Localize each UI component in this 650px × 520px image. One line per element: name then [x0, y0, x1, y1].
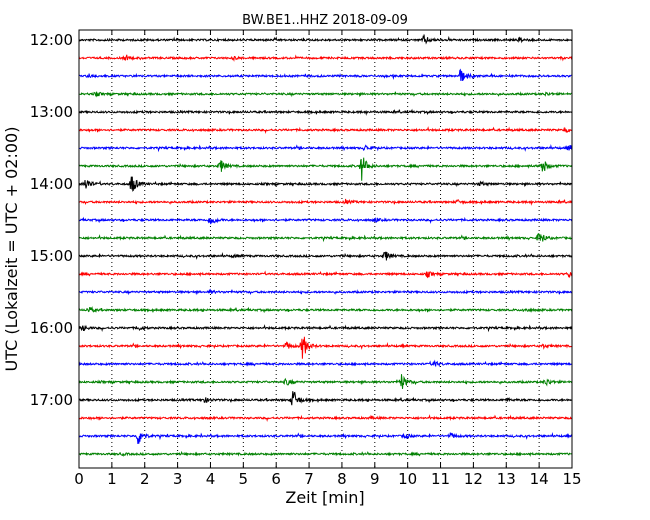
trace-1715	[78, 414, 573, 422]
x-tick-label: 6	[271, 470, 281, 488]
x-tick-label: 2	[140, 470, 150, 488]
x-tick-label: 11	[431, 470, 450, 488]
trace-1230	[78, 68, 573, 82]
trace-1500	[79, 251, 573, 261]
trace-1600	[78, 324, 572, 333]
trace-1330	[78, 144, 573, 153]
trace-1415	[78, 198, 572, 206]
x-tick-label: 1	[107, 470, 117, 488]
chart-title: BW.BE1..HHZ 2018-09-09	[242, 13, 408, 28]
trace-1345	[78, 157, 573, 181]
trace-group	[78, 34, 573, 457]
trace-1515	[78, 270, 573, 279]
y-tick-label: 15:00	[30, 247, 73, 265]
x-tick-label: 8	[337, 470, 347, 488]
plot-frame	[78, 29, 573, 469]
x-tick-label: 10	[398, 470, 417, 488]
y-tick-label: 17:00	[30, 391, 73, 409]
x-tick-label: 4	[206, 470, 216, 488]
x-tick-label: 15	[562, 470, 581, 488]
trace-1215	[78, 54, 573, 62]
x-axis-label: Zeit [min]	[285, 488, 364, 507]
y-axis: 12:00 13:00 14:00 15:00 16:00 17:00	[30, 31, 572, 409]
trace-1245	[78, 91, 573, 98]
x-tick-label: 7	[304, 470, 314, 488]
y-tick-label: 13:00	[30, 103, 73, 121]
x-tick-label: 13	[497, 470, 516, 488]
y-tick-label: 12:00	[30, 31, 73, 49]
x-tick-label: 5	[239, 470, 249, 488]
x-tick-label: 9	[370, 470, 380, 488]
y-tick-label: 16:00	[30, 319, 73, 337]
x-tick-label: 14	[530, 470, 549, 488]
trace-1315	[78, 126, 573, 134]
plot-area	[79, 30, 572, 468]
trace-1545	[78, 305, 573, 314]
trace-1745	[78, 450, 573, 457]
trace-1445	[79, 233, 573, 243]
trace-1200	[78, 34, 573, 45]
x-tick-label: 0	[74, 470, 84, 488]
trace-1645	[79, 374, 573, 389]
trace-1630	[78, 359, 573, 368]
trace-1700	[78, 391, 573, 406]
trace-1530	[78, 288, 573, 296]
x-tick-label: 3	[173, 470, 183, 488]
x-axis: 0 1 2 3 4 5 6 7 8 9 10 11 12 13 14 15	[74, 30, 582, 488]
y-tick-label: 14:00	[30, 175, 73, 193]
x-tick-label: 12	[464, 470, 483, 488]
trace-1400	[78, 176, 572, 192]
trace-1615	[78, 336, 573, 359]
y-axis-label: UTC (Lokalzeit = UTC + 02:00)	[2, 127, 21, 372]
trace-1300	[78, 108, 573, 116]
trace-1730	[78, 432, 573, 445]
trace-1430	[78, 216, 573, 225]
